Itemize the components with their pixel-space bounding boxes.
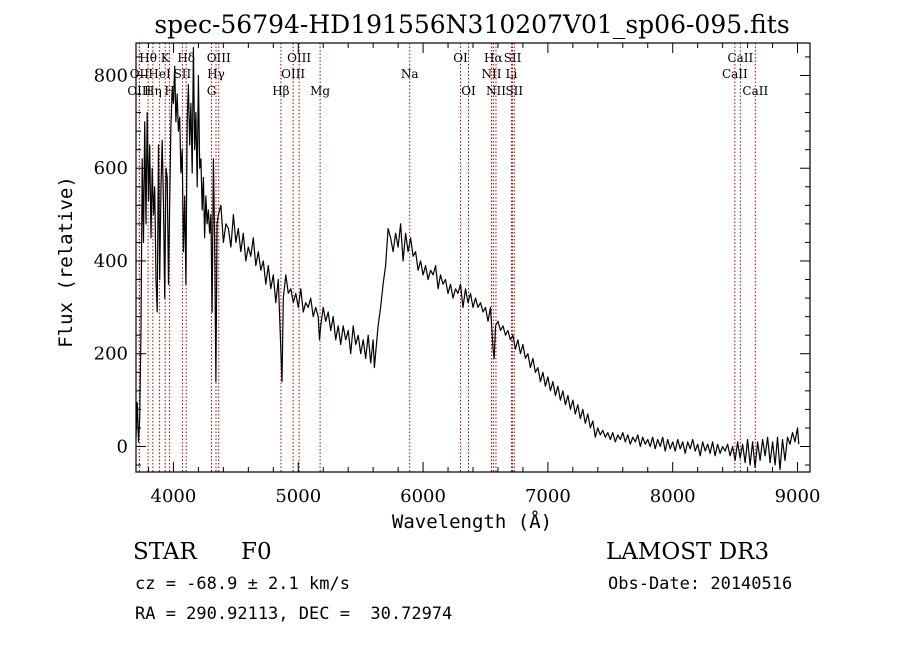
x-tick-label: 9000 [775,486,821,507]
spectral-line-label: OIII [287,51,311,65]
spectral-line-label: Li [506,67,518,81]
spectral-line-markers [138,43,756,472]
x-tick-label: 5000 [275,486,321,507]
redshift-cz: cz = -68.9 ± 2.1 km/s [135,574,350,594]
spectral-line-label: NII [481,67,501,81]
spectral-line-label: NII [486,84,506,98]
spectral-line-label: Na [401,67,419,81]
spectral-line-label: Hη [144,84,162,98]
chart-title: spec-56794-HD191556N310207V01_sp06-095.f… [154,10,789,39]
coordinates: RA = 290.92113, DEC = 30.72974 [135,604,452,624]
spectral-line-label: SII [504,51,522,65]
plot-frame [135,42,811,473]
observation-date: Obs-Date: 20140516 [608,574,792,594]
spectral-line-label: Hα [484,51,503,65]
spectral-line-label: SII [505,84,523,98]
y-tick-label: 0 [117,436,128,457]
x-tick-label: 7000 [525,486,571,507]
spectral-line-label: K [161,51,171,65]
spectral-line-label: Hβ [272,84,289,98]
spectral-line-label: Hθ [139,51,157,65]
spectral-line-label: OI [461,84,476,98]
y-axis-label: Flux (relative) [55,176,77,348]
spectrum-line [135,47,800,471]
y-tick-label: 800 [94,65,128,86]
spectral-line-label: OIII [127,84,151,98]
spectral-line-label: CaII [722,67,748,81]
x-axis-ticks: 4000 5000 6000 7000 8000 9000 [147,43,821,507]
spectral-line-label: OI [453,51,468,65]
y-tick-label: 200 [94,344,128,365]
x-tick-label: 4000 [151,486,197,507]
spectral-line-label: Hγ [207,67,225,81]
spectral-subclass: F0 [241,539,272,565]
survey-name: LAMOST DR3 [606,539,769,565]
spectral-line-label: OII [130,67,150,81]
y-tick-label: 400 [94,251,128,272]
x-axis-label: Wavelength (Å) [392,510,552,533]
spectral-line-label: OIII [207,51,231,65]
spectral-line-label: Hδ [177,51,195,65]
spectral-line-label: CaII [727,51,753,65]
spectral-line-label: Mg [310,84,330,98]
x-tick-label: 8000 [650,486,696,507]
y-tick-label: 600 [94,158,128,179]
spectral-line-label: OIII [281,67,305,81]
spectral-line-label: SII [174,67,192,81]
spectral-line-label: G [207,84,217,98]
spectral-line-label: CaII [742,84,768,98]
object-type: STAR [133,539,197,565]
y-axis-ticks: 0 200 400 600 800 [94,56,810,466]
spectral-line-label: H [164,84,174,98]
spectral-line-labels: Hθ OII OIII HeI Hη K H Hδ SII OIII Hγ G Hβ OIII OIII Mg… [127,51,768,98]
spectral-line-label: HeI [148,67,171,81]
x-tick-label: 6000 [400,486,446,507]
